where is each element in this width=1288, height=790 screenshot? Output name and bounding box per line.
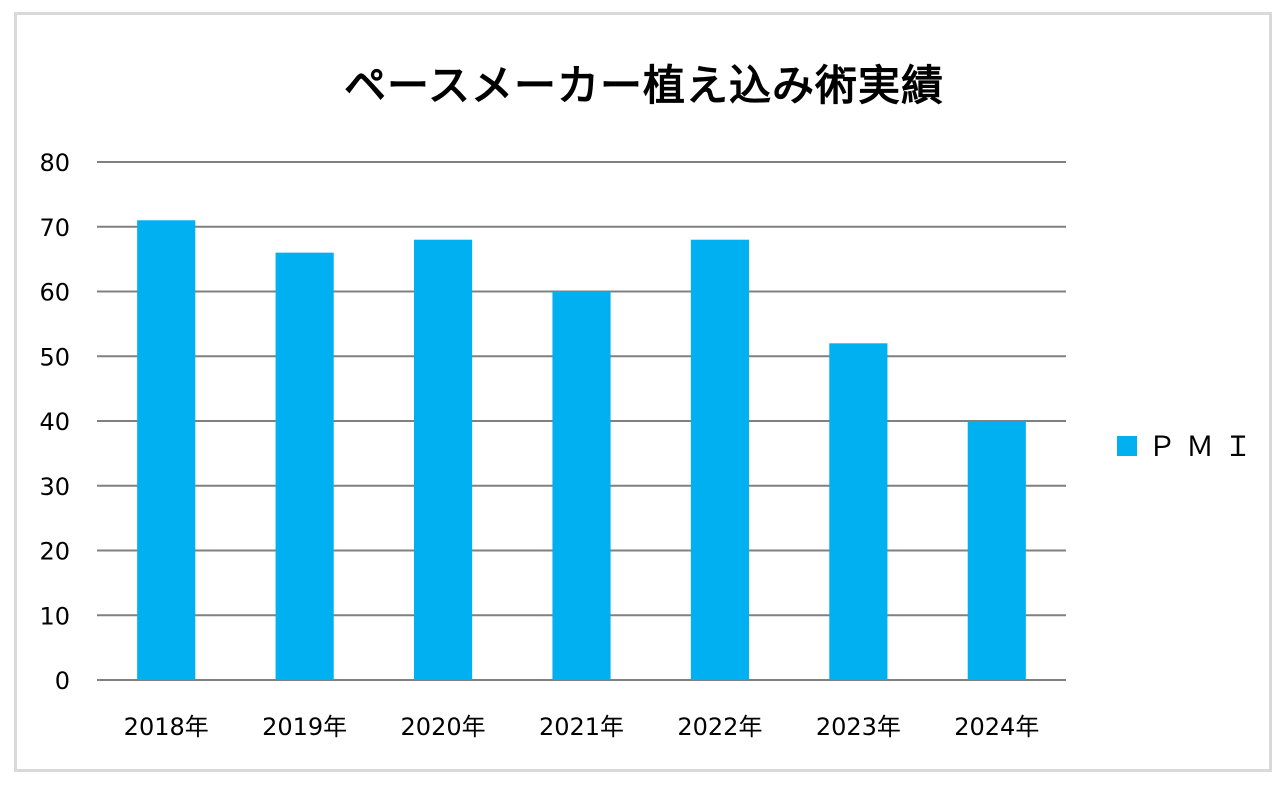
bar-2021年 bbox=[552, 291, 611, 680]
x-tick-label-2: 2020年 bbox=[401, 713, 486, 741]
y-tick-label-50: 50 bbox=[39, 343, 70, 371]
bar-2023年 bbox=[829, 343, 888, 680]
bar-2024年 bbox=[967, 421, 1026, 680]
bar-2019年 bbox=[275, 252, 334, 680]
y-tick-label-20: 20 bbox=[39, 538, 70, 566]
bar-2018年 bbox=[137, 220, 196, 680]
x-tick-label-5: 2023年 bbox=[816, 713, 901, 741]
x-tick-label-0: 2018年 bbox=[124, 713, 209, 741]
y-tick-label-0: 0 bbox=[55, 667, 70, 695]
chart-title: ペースメーカー植え込み術実績 bbox=[344, 61, 944, 110]
legend-swatch bbox=[1117, 436, 1137, 456]
y-tick-label-70: 70 bbox=[39, 214, 70, 242]
y-tick-label-40: 40 bbox=[39, 408, 70, 436]
y-tick-label-10: 10 bbox=[39, 602, 70, 630]
legend-label: ＰＭＩ bbox=[1148, 430, 1262, 463]
chart-frame bbox=[14, 12, 1272, 772]
y-tick-label-80: 80 bbox=[39, 149, 70, 177]
x-tick-label-6: 2024年 bbox=[954, 713, 1039, 741]
bar-2022年 bbox=[690, 239, 749, 680]
bar-2020年 bbox=[414, 239, 473, 680]
x-tick-label-1: 2019年 bbox=[262, 713, 347, 741]
y-tick-label-30: 30 bbox=[39, 473, 70, 501]
y-tick-label-60: 60 bbox=[39, 279, 70, 307]
x-tick-label-3: 2021年 bbox=[539, 713, 624, 741]
x-tick-label-4: 2022年 bbox=[677, 713, 762, 741]
